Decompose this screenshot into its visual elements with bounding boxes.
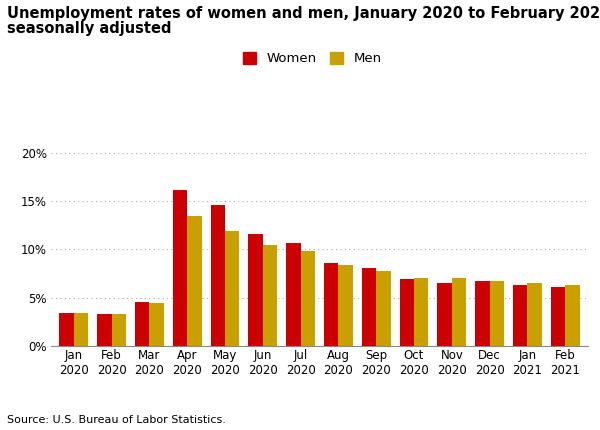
Bar: [400, 280, 414, 346]
Bar: [74, 313, 88, 346]
Bar: [187, 215, 202, 346]
Bar: [490, 281, 504, 346]
Bar: [475, 281, 490, 346]
Bar: [338, 265, 353, 346]
Bar: [414, 279, 428, 346]
Legend: Women, Men: Women, Men: [242, 52, 382, 65]
Bar: [437, 283, 452, 346]
Text: seasonally adjusted: seasonally adjusted: [7, 21, 172, 36]
Bar: [452, 279, 466, 346]
Bar: [376, 271, 391, 346]
Bar: [565, 285, 580, 346]
Bar: [362, 268, 376, 346]
Bar: [135, 302, 149, 346]
Bar: [286, 243, 301, 346]
Bar: [248, 234, 263, 346]
Bar: [551, 287, 565, 346]
Bar: [301, 251, 315, 346]
Text: Source: U.S. Bureau of Labor Statistics.: Source: U.S. Bureau of Labor Statistics.: [7, 415, 226, 425]
Bar: [173, 190, 187, 346]
Bar: [59, 313, 74, 346]
Bar: [211, 205, 225, 346]
Bar: [149, 303, 164, 346]
Text: Unemployment rates of women and men, January 2020 to February 2021,: Unemployment rates of women and men, Jan…: [7, 6, 600, 22]
Bar: [225, 231, 239, 346]
Bar: [112, 314, 126, 346]
Bar: [263, 245, 277, 346]
Bar: [513, 285, 527, 346]
Bar: [324, 263, 338, 346]
Bar: [97, 314, 112, 346]
Bar: [527, 283, 542, 346]
